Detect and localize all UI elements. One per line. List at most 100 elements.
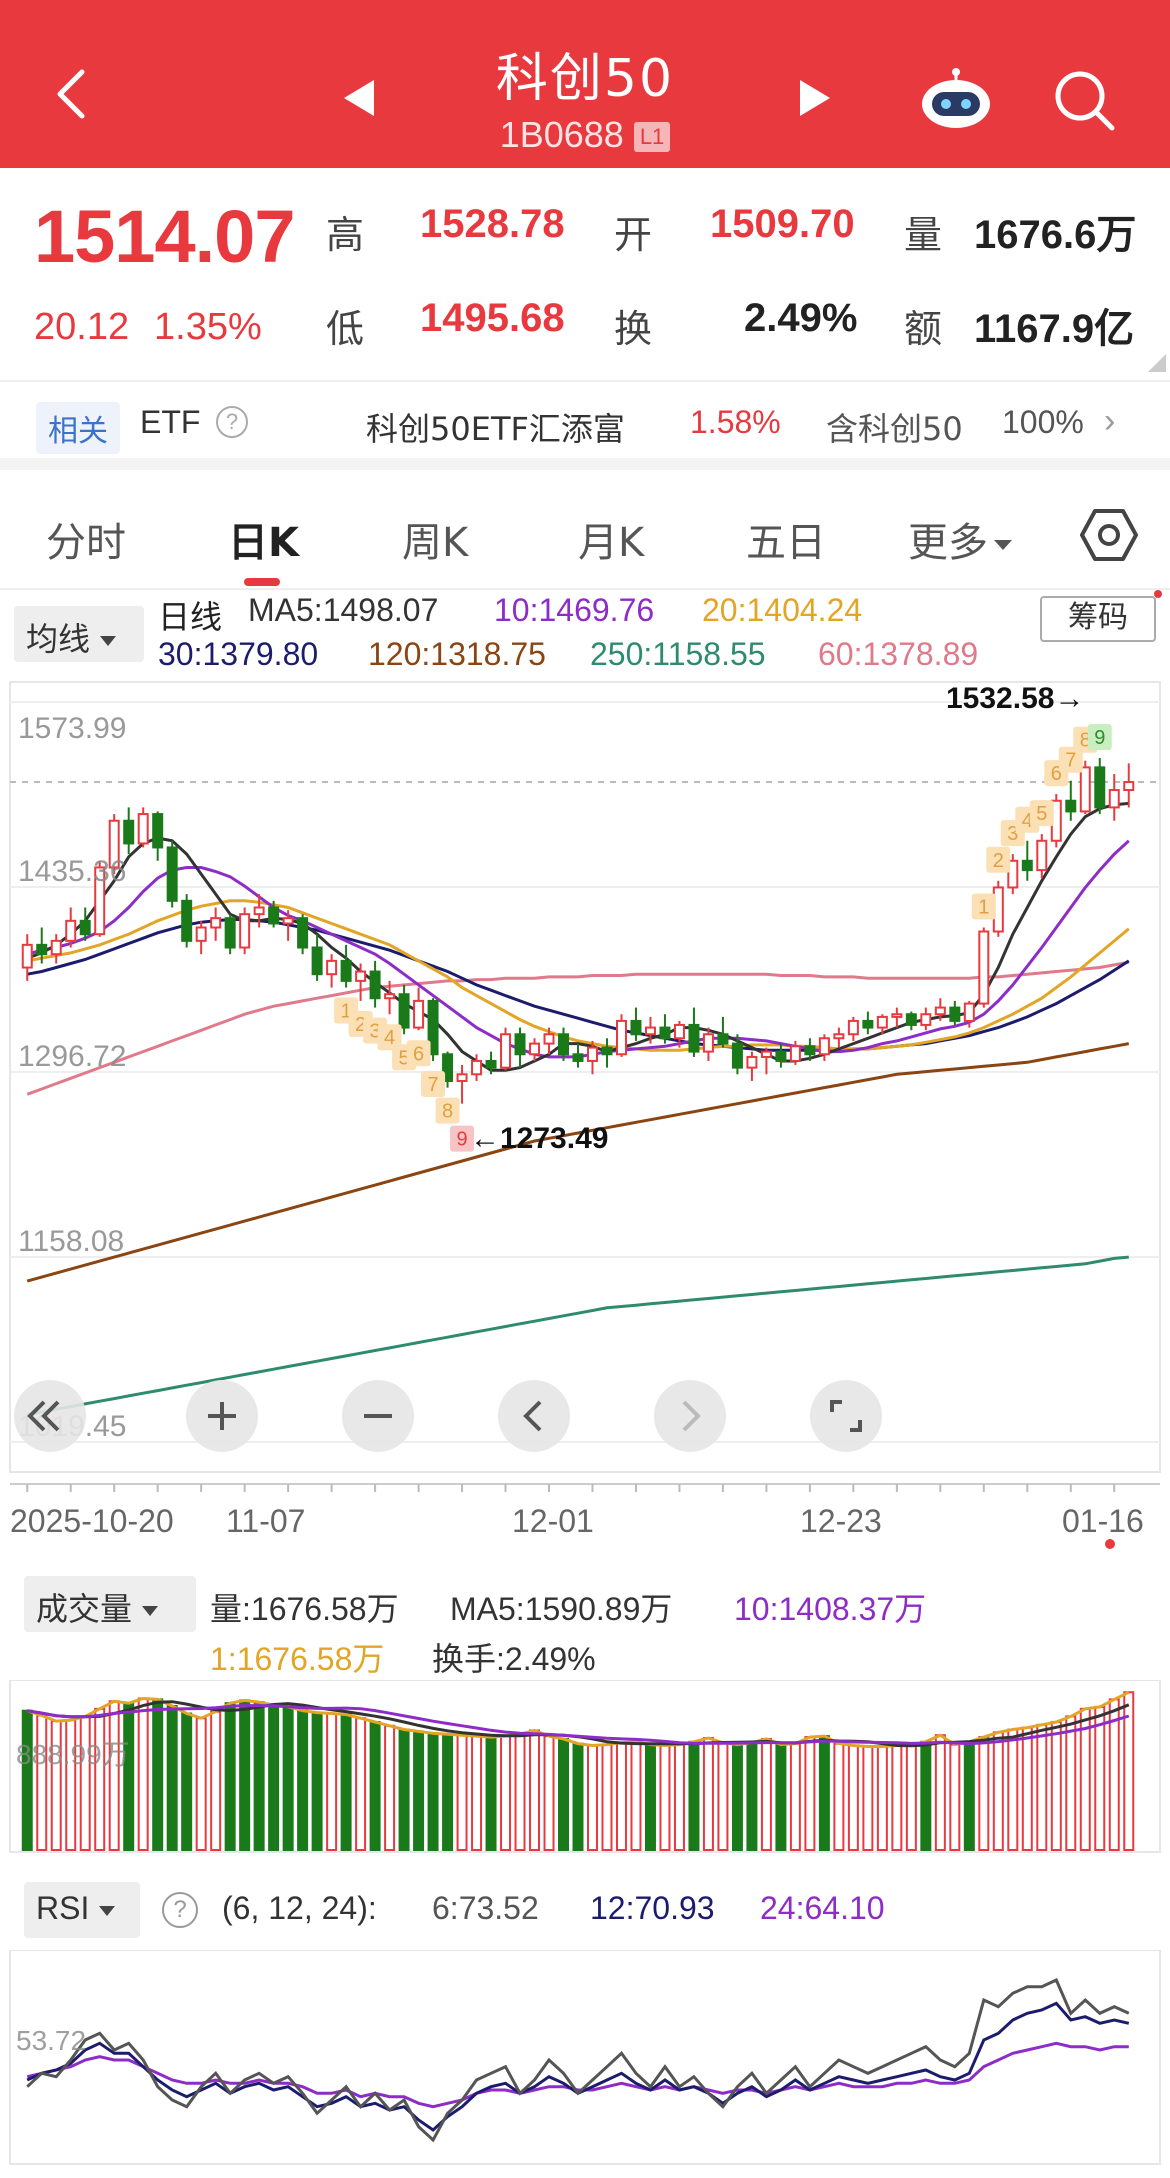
volume-ma5: MA5:1590.89万	[450, 1591, 673, 1627]
amount-label: 额	[904, 307, 943, 351]
volume-bar	[1021, 1726, 1033, 1852]
volume-bar	[340, 1713, 352, 1852]
ma-selector[interactable]: 均线	[14, 606, 144, 662]
open-label: 开	[614, 213, 653, 257]
candle	[775, 1050, 787, 1062]
rsi-chart[interactable]: 53.72	[0, 1950, 1170, 2168]
kline-ma30-line	[26, 918, 1130, 1052]
settings-hexagon-icon[interactable]	[1080, 506, 1138, 564]
candle	[587, 1046, 598, 1062]
td-down-label: 5	[399, 1047, 410, 1069]
rsi-frame	[9, 1950, 1161, 2165]
td-up-label: 6	[1051, 763, 1062, 785]
step-right-button[interactable]	[654, 1380, 726, 1452]
expand-corner-icon[interactable]	[1148, 354, 1166, 372]
candle	[224, 917, 236, 949]
zoom-in-button[interactable]	[186, 1380, 258, 1452]
prev-stock-icon[interactable]	[344, 80, 374, 116]
caret-down-icon	[99, 1905, 116, 1916]
volume-bar	[137, 1697, 149, 1852]
etf-name[interactable]: 科创50ETF汇添富	[366, 410, 625, 448]
candle	[268, 906, 280, 925]
candle	[949, 1006, 961, 1022]
kline-ma20-line	[26, 899, 1130, 1052]
help-icon[interactable]: ?	[216, 406, 248, 438]
kline-y-tick: 1296.72	[18, 1040, 126, 1073]
tab-daily-k[interactable]: 日K	[228, 520, 299, 566]
candle	[905, 1013, 917, 1026]
candle	[601, 1046, 613, 1056]
related-etf-bar[interactable]: 相关 ETF ? 科创50ETF汇添富 1.58% 含科创50 100% ›	[0, 380, 1170, 470]
td-down-label: 2	[355, 1014, 366, 1036]
rsi-help-icon[interactable]: ?	[162, 1892, 198, 1928]
td-down-label: 4	[384, 1027, 395, 1049]
candle	[818, 1037, 830, 1056]
volume-bar	[760, 1737, 772, 1851]
volume-bar	[789, 1742, 801, 1852]
candle	[369, 970, 381, 1000]
caret-down-icon	[100, 636, 117, 646]
robot-assistant-icon[interactable]	[918, 68, 994, 130]
volume-bar	[224, 1702, 236, 1852]
rsi-selector[interactable]: RSI	[24, 1882, 140, 1938]
tab-more[interactable]: 更多	[908, 510, 1012, 568]
volume-bar	[442, 1733, 454, 1852]
kline-grid	[9, 681, 1161, 1473]
volume-chart[interactable]: 888.99万	[0, 1680, 1170, 1860]
candle	[1108, 789, 1120, 809]
volume-bar	[688, 1740, 700, 1851]
volume-bar	[804, 1736, 816, 1851]
rsi24-line	[26, 2041, 1129, 2109]
chevron-right-icon	[682, 1400, 701, 1432]
tab-weekly-k[interactable]: 周K	[402, 520, 469, 566]
high-marker-label: 1532.58→	[946, 682, 1084, 715]
minus-icon	[364, 1414, 392, 1418]
td-up-marker	[986, 846, 1011, 873]
candle	[21, 943, 33, 969]
chevron-right-icon[interactable]: ›	[1104, 402, 1116, 440]
td-up-label: 1	[978, 897, 989, 919]
etf-change-pct: 1.58%	[690, 404, 781, 440]
volume-frame	[9, 1680, 1161, 1853]
ma10-value: 10:1469.76	[494, 592, 655, 628]
level-badge: L1	[633, 122, 671, 153]
candle	[152, 813, 164, 849]
tab-monthly-k[interactable]: 月K	[578, 520, 645, 566]
next-stock-icon[interactable]	[800, 80, 830, 116]
volume-bar	[413, 1730, 425, 1851]
fullscreen-button[interactable]	[810, 1380, 882, 1452]
volume-bar	[1094, 1705, 1106, 1851]
volume-bar	[659, 1744, 671, 1851]
step-left-button[interactable]	[498, 1380, 570, 1452]
back-arrow-icon[interactable]	[44, 64, 104, 124]
tab-five-day[interactable]: 五日	[746, 520, 826, 566]
chips-button[interactable]: 筹码	[1040, 596, 1156, 642]
volume-bar	[572, 1742, 584, 1852]
ma20-value: 20:1404.24	[702, 592, 863, 628]
zoom-out-button[interactable]	[342, 1380, 414, 1452]
volume-selector[interactable]: 成交量	[24, 1576, 196, 1632]
tab-intraday[interactable]: 分时	[46, 520, 126, 566]
search-icon[interactable]	[1052, 68, 1118, 134]
app-header: 科创50 1B0688 L1	[0, 0, 1170, 168]
rsi12-value: 12:70.93	[590, 1890, 715, 1926]
volume-bar	[79, 1715, 91, 1852]
volume-ma-lines	[26, 1690, 1130, 1748]
rsi24-value: 24:64.10	[760, 1890, 885, 1926]
candle	[847, 1019, 859, 1036]
candle	[1007, 859, 1019, 889]
rsi-y-tick: 53.72	[16, 2025, 86, 2056]
volume-bar	[1036, 1723, 1048, 1851]
volume-bar	[297, 1709, 309, 1851]
low-marker-label: ←1273.49	[470, 1122, 608, 1155]
candle	[442, 1053, 454, 1082]
scroll-left-icon[interactable]	[14, 1380, 86, 1452]
kline-y-tick: 1158.08	[18, 1225, 124, 1258]
volume-bar	[21, 1709, 33, 1851]
period-tabs: 分时 日K 周K 月K 五日 更多	[0, 482, 1170, 590]
candle	[340, 959, 352, 982]
volume-bar	[891, 1744, 903, 1851]
candle	[166, 846, 178, 902]
